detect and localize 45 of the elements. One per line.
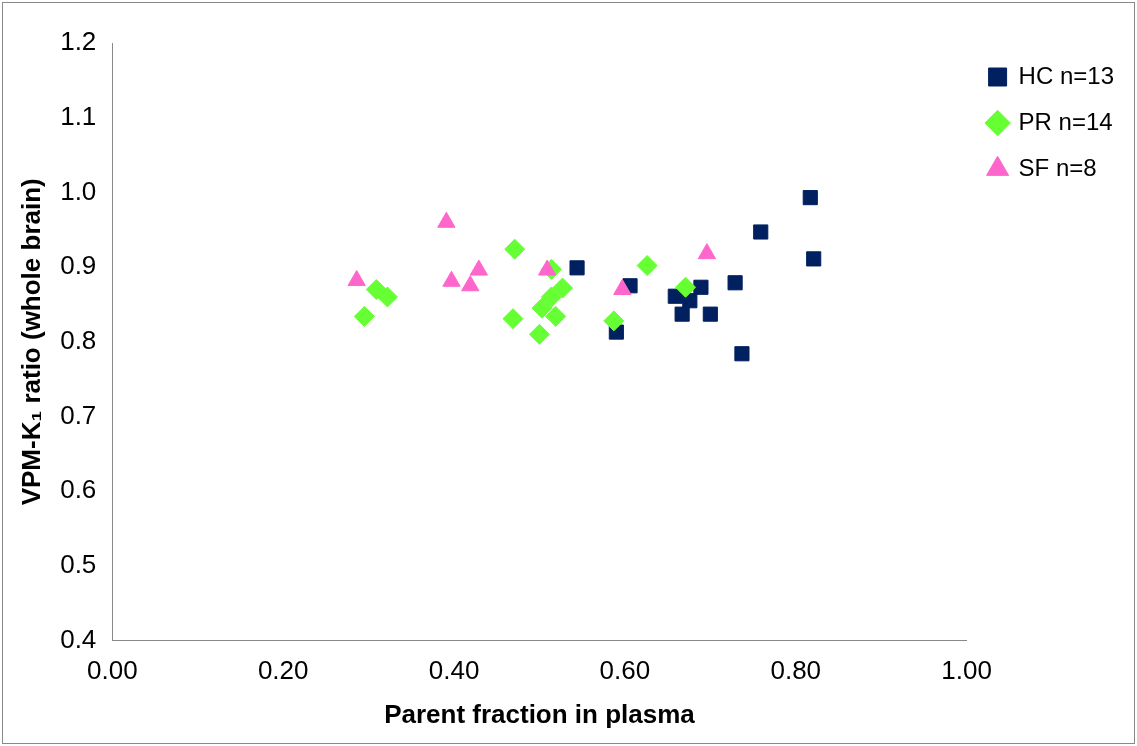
y-tick-label: 0.6 <box>60 474 97 505</box>
point <box>504 238 526 260</box>
y-axis-title: VPM-K₁ ratio (whole brain) <box>15 178 46 506</box>
x-axis-title: Parent fraction in plasma <box>384 698 696 729</box>
x-tick-label: 0.20 <box>257 655 309 686</box>
y-tick-label: 1.1 <box>60 100 97 131</box>
point <box>569 260 585 276</box>
y-tick-label: 0.9 <box>60 250 97 281</box>
point <box>702 306 718 322</box>
point <box>540 286 562 308</box>
y-tick-label: 0.5 <box>60 549 97 580</box>
y-tick-label: 0.7 <box>60 399 97 430</box>
point <box>531 297 553 319</box>
y-tick-label: 0.8 <box>60 324 97 355</box>
point <box>347 270 366 287</box>
y-tick-label: 0.4 <box>60 623 97 654</box>
y-tick-label: 1.2 <box>60 26 97 57</box>
legend-label: HC n=13 <box>1018 61 1114 89</box>
point <box>636 255 658 277</box>
point <box>528 323 550 345</box>
legend-label: PR n=14 <box>1018 107 1113 135</box>
x-tick-label: 0.60 <box>599 655 651 686</box>
point <box>552 277 574 299</box>
point <box>802 190 818 206</box>
x-tick-label: 0.00 <box>87 655 138 686</box>
x-tick-label: 0.80 <box>770 655 822 686</box>
point <box>365 279 387 301</box>
point <box>697 243 717 260</box>
point <box>353 305 375 327</box>
point <box>693 279 709 295</box>
point <box>603 310 625 332</box>
point <box>734 346 750 362</box>
point <box>675 276 697 298</box>
x-tick-label: 0.40 <box>428 655 480 686</box>
point <box>753 224 769 240</box>
point <box>727 275 743 291</box>
point <box>545 305 567 327</box>
point <box>502 308 524 330</box>
point <box>806 251 822 267</box>
point <box>376 286 398 308</box>
y-tick-label: 1.0 <box>60 175 97 206</box>
point <box>674 306 690 322</box>
legend-label: SF n=8 <box>1018 153 1097 181</box>
point <box>613 279 632 296</box>
x-tick-label: 1.00 <box>941 655 992 686</box>
